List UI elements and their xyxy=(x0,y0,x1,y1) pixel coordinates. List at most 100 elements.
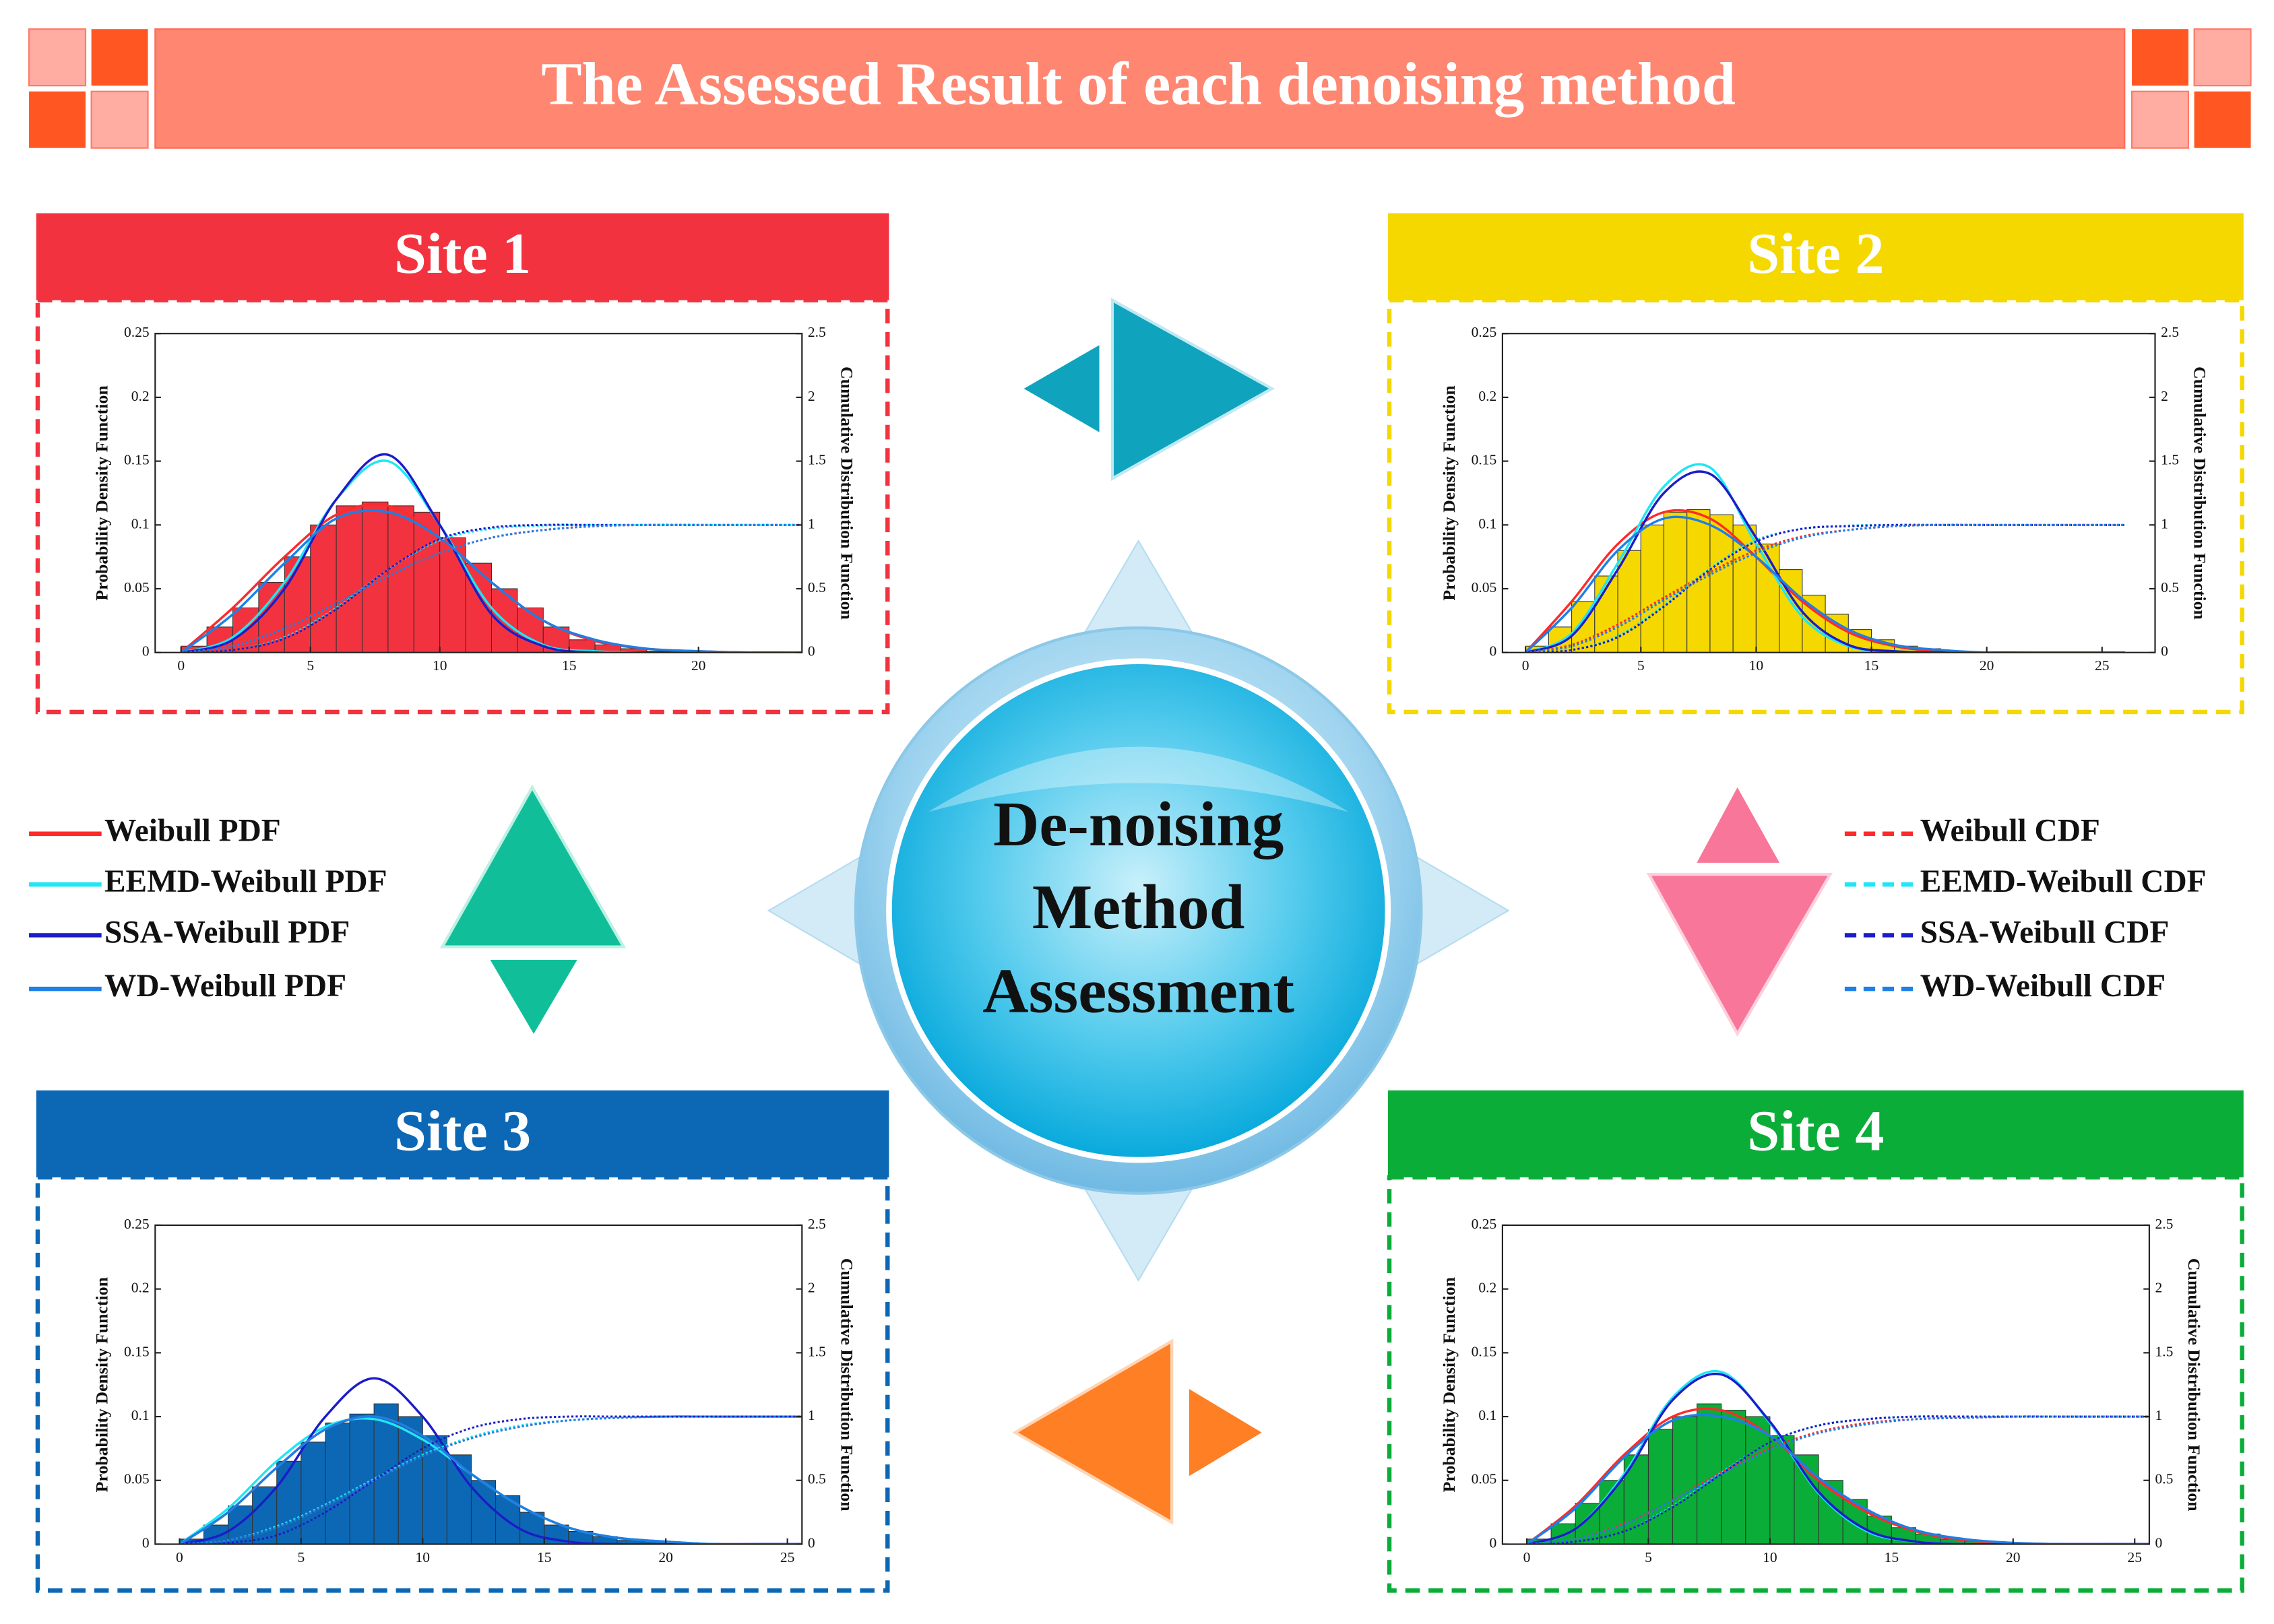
curves xyxy=(1524,463,2126,653)
y2-tick-label: 0.5 xyxy=(808,1471,826,1487)
highlight xyxy=(928,746,1349,812)
histogram-bar xyxy=(301,1441,326,1545)
x-tick-label: 5 xyxy=(307,657,314,674)
y2-tick-label: 1.5 xyxy=(2161,452,2179,468)
x-tick-label: 10 xyxy=(416,1549,431,1565)
panel-header xyxy=(1387,1090,2244,1177)
cdf-curve xyxy=(1526,1415,2149,1545)
arrow xyxy=(1646,872,1833,1037)
x-tick-label: 10 xyxy=(1749,657,1764,674)
arrow xyxy=(1110,298,1275,482)
y-tick-label: 0.2 xyxy=(1478,388,1496,404)
arrow xyxy=(1697,787,1780,863)
cdf-curve xyxy=(181,523,802,653)
x-tick-label: 20 xyxy=(2006,1549,2021,1565)
center-label: De-noising xyxy=(993,789,1284,859)
arrow xyxy=(490,960,577,1034)
y2-tick-label: 2.5 xyxy=(808,324,826,340)
x-tick-label: 0 xyxy=(1523,1549,1531,1565)
y-tick-label: 0.25 xyxy=(124,1216,150,1232)
y-axis-label: Probability Density Function xyxy=(92,385,111,600)
y2-axis-label: Cumulative Distribution Function xyxy=(2184,1258,2204,1512)
legend-label: EEMD-Weibull PDF xyxy=(104,864,387,899)
legend-label: EEMD-Weibull CDF xyxy=(1920,864,2207,899)
y2-tick-label: 0 xyxy=(2155,1534,2163,1551)
y2-tick-label: 2.5 xyxy=(2161,324,2179,340)
histogram-bar xyxy=(1745,1416,1771,1545)
histogram-bar xyxy=(252,1486,278,1545)
page-title: The Assessed Result of each denoising me… xyxy=(541,49,1736,117)
legend-label: Weibull PDF xyxy=(104,814,281,849)
x-tick-label: 25 xyxy=(2127,1549,2142,1565)
histogram-bar xyxy=(1647,1429,1674,1545)
y-tick-label: 0.1 xyxy=(131,515,150,531)
panel-title: Site 1 xyxy=(394,221,531,286)
x-tick-label: 5 xyxy=(1637,657,1645,674)
header: The Assessed Result of each denoising me… xyxy=(28,28,2252,149)
histogram-bar xyxy=(1709,514,1734,653)
pdf-curve xyxy=(1525,463,2126,653)
y-tick-label: 0 xyxy=(1490,643,1497,659)
y-tick-label: 0.2 xyxy=(131,388,150,404)
legend-label: WD-Weibull CDF xyxy=(1920,969,2166,1004)
panel-header xyxy=(36,213,889,300)
cdf-curve xyxy=(179,1415,802,1545)
legend-label: SSA-Weibull PDF xyxy=(104,915,350,950)
histogram-bar xyxy=(1617,550,1641,653)
x-tick-label: 5 xyxy=(1645,1549,1652,1565)
panel-border xyxy=(1387,298,2244,715)
arrow xyxy=(439,784,627,948)
y-tick-label: 0.05 xyxy=(124,579,150,595)
corner-square xyxy=(28,28,87,87)
x-tick-label: 10 xyxy=(433,657,447,674)
site-panel: Site 3 0 0.05 0.1 0.15 0.2 0.25 0 0.5 1 1.5 2 2.5 0 5 1… xyxy=(35,1090,890,1593)
y2-tick-label: 1 xyxy=(808,515,815,531)
x-tick-label: 0 xyxy=(177,657,185,674)
corner-square xyxy=(2130,90,2190,149)
x-tick-label: 0 xyxy=(1522,657,1529,674)
panel-border xyxy=(35,1175,890,1593)
y2-tick-label: 1 xyxy=(2161,515,2168,531)
histogram-bar xyxy=(349,1413,375,1545)
histogram-bar xyxy=(325,1422,350,1545)
plot-frame xyxy=(154,1224,803,1545)
histogram-bar xyxy=(1686,509,1711,653)
y-tick-label: 0 xyxy=(142,1534,150,1551)
y-tick-label: 0.1 xyxy=(1478,1407,1496,1423)
arrow xyxy=(1189,1389,1262,1476)
pdf-curve xyxy=(179,1377,802,1545)
y-tick-label: 0.05 xyxy=(124,1471,150,1487)
y2-tick-label: 0.5 xyxy=(2161,579,2179,595)
pdf-curve xyxy=(180,509,802,653)
histogram-bar xyxy=(1672,1416,1698,1545)
y2-tick-label: 0 xyxy=(808,1534,815,1551)
panel-title: Site 2 xyxy=(1747,221,1884,286)
y2-tick-label: 0 xyxy=(2161,643,2168,659)
pdf-curve xyxy=(181,453,802,653)
y2-axis-label: Cumulative Distribution Function xyxy=(837,1258,856,1512)
y-tick-label: 0.25 xyxy=(1472,1216,1497,1232)
y-tick-label: 0.15 xyxy=(124,452,150,468)
y2-tick-label: 1 xyxy=(808,1407,815,1423)
compass: De-noising Method Assessment xyxy=(767,539,1510,1282)
title-banner xyxy=(154,28,2126,149)
x-tick-label: 25 xyxy=(2095,657,2110,674)
x-tick-label: 15 xyxy=(537,1549,552,1565)
y2-tick-label: 1.5 xyxy=(808,1343,826,1359)
site-panel: Site 4 0 0.05 0.1 0.15 0.2 0.25 0 0.5 1 1.5 2 2.5 0 5 1… xyxy=(1387,1090,2244,1593)
plot-frame xyxy=(1501,333,2156,653)
arrows xyxy=(439,298,1833,1525)
panel-header xyxy=(1387,213,2244,300)
histogram-bar xyxy=(336,505,363,653)
y-tick-label: 0.15 xyxy=(1472,452,1497,468)
cdf-curve xyxy=(1525,523,2126,653)
y-axis-label: Probability Density Function xyxy=(1439,385,1459,600)
y-tick-label: 0.25 xyxy=(124,324,150,340)
x-tick-label: 5 xyxy=(297,1549,305,1565)
panel-title: Site 4 xyxy=(1747,1098,1884,1163)
histogram-bar xyxy=(387,505,414,653)
y-tick-label: 0.2 xyxy=(1478,1280,1496,1296)
panel-title: Site 3 xyxy=(394,1098,531,1163)
legend: Weibull PDF EEMD-Weibull PDF SSA-Weibull P… xyxy=(29,814,2207,1004)
